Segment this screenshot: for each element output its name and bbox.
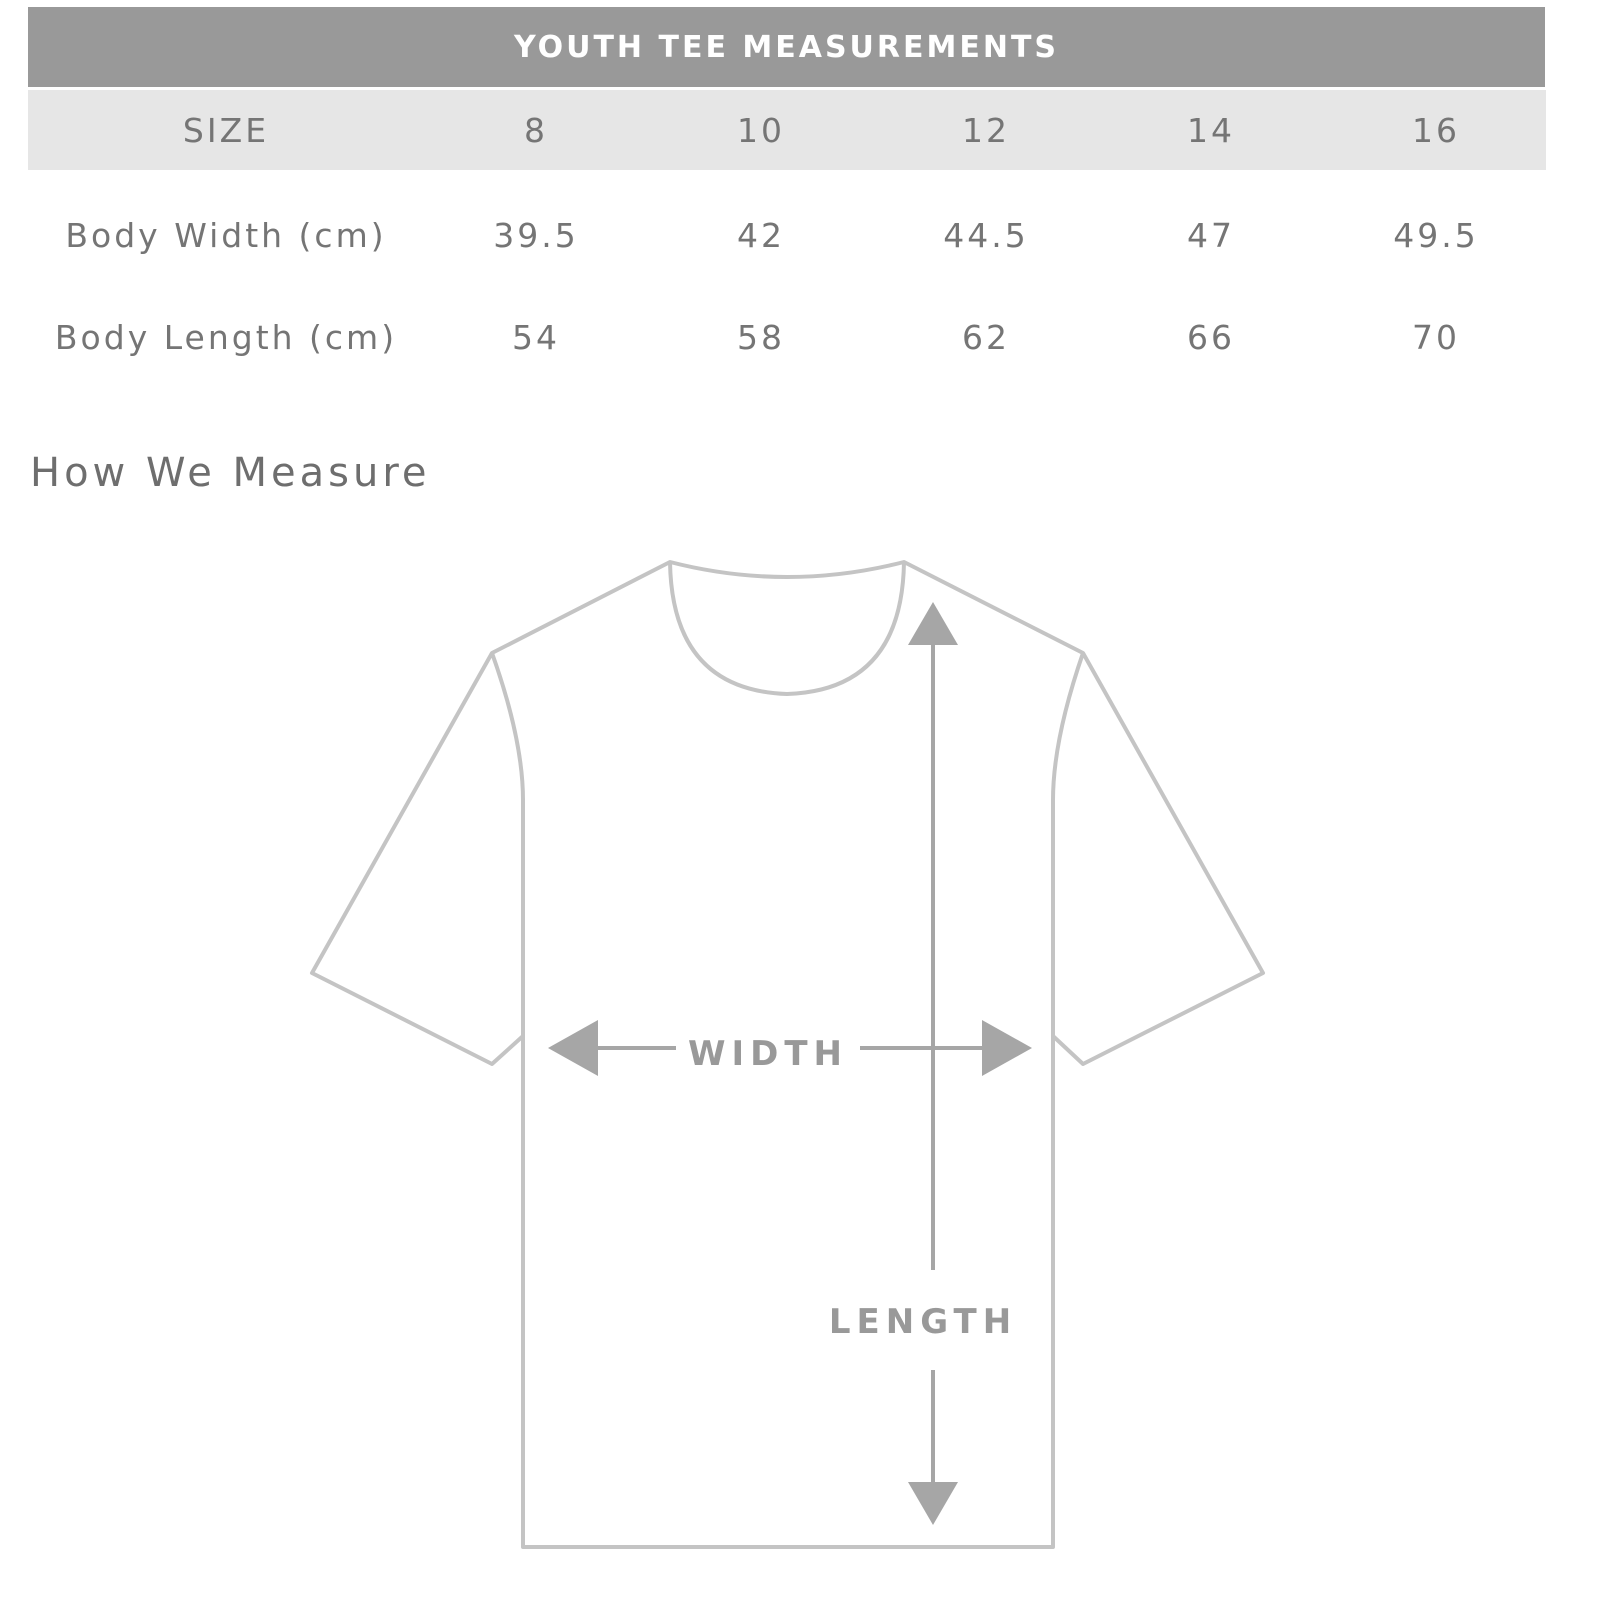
table-cell: 42 (737, 215, 785, 255)
row-label: Body Length (cm) (54, 317, 398, 357)
width-label: WIDTH (688, 1034, 848, 1074)
row-label: Body Width (cm) (65, 215, 387, 255)
table-cell: 44.5 (943, 215, 1029, 255)
table-cell: 58 (737, 317, 785, 357)
arrow-right-icon (982, 1020, 1032, 1076)
table-title: YOUTH TEE MEASUREMENTS (28, 7, 1545, 87)
neckline (668, 561, 906, 696)
table-row: Body Width (cm) 39.5 42 44.5 47 49.5 (28, 205, 1546, 265)
arrow-left-icon (548, 1020, 598, 1076)
header-cell: 12 (962, 110, 1010, 150)
header-cell: 10 (737, 110, 785, 150)
arrow-up-icon (908, 602, 958, 645)
size-header-row: SIZE 8 10 12 14 16 (28, 90, 1546, 170)
header-cell: SIZE (182, 110, 270, 150)
table-row: Body Length (cm) 54 58 62 66 70 (28, 307, 1546, 367)
header-cell: 16 (1412, 110, 1460, 150)
table-cell: 70 (1412, 317, 1460, 357)
sleeve-seam-left (490, 652, 525, 1036)
tshirt-outline (310, 560, 1265, 1549)
table-cell: 49.5 (1393, 215, 1479, 255)
sleeve-seam-right (1051, 652, 1085, 1036)
length-label: LENGTH (829, 1302, 1017, 1342)
section-title: How We Measure (30, 450, 431, 496)
header-cell: 14 (1187, 110, 1235, 150)
header-cell: 8 (524, 110, 548, 150)
table-cell: 47 (1187, 215, 1235, 255)
table-cell: 66 (1187, 317, 1235, 357)
table-cell: 39.5 (493, 215, 579, 255)
arrow-down-icon (908, 1482, 958, 1525)
table-cell: 54 (512, 317, 560, 357)
table-cell: 62 (962, 317, 1010, 357)
